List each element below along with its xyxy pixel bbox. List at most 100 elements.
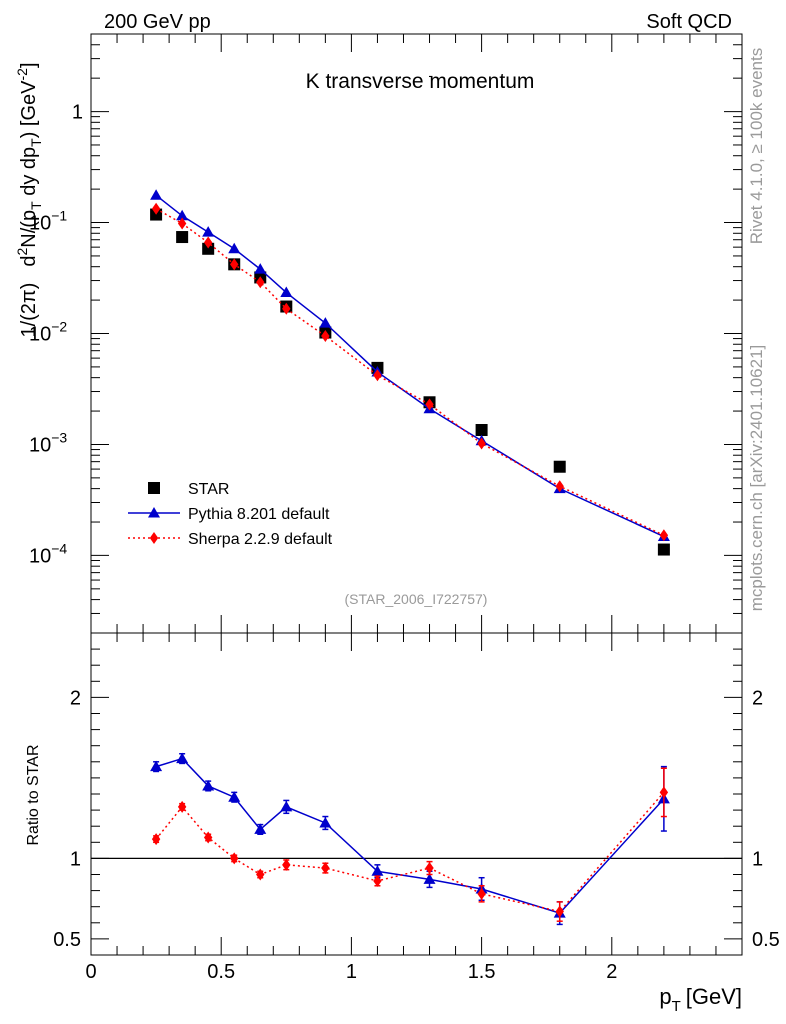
legend-marker-2 bbox=[149, 532, 159, 544]
ylabel-part-c-sub: T bbox=[28, 201, 44, 210]
ylabel-part-b-sup: 2 bbox=[14, 247, 30, 255]
main-y-tick-label-base: 10 bbox=[29, 324, 51, 346]
ratio-series-1-point bbox=[321, 862, 330, 875]
ratio-series-1-point bbox=[373, 874, 382, 887]
main-y-tick-label-exp: −1 bbox=[51, 208, 67, 224]
main-y-tick-label: 10−4 bbox=[29, 540, 67, 567]
main-series-2-point bbox=[177, 217, 187, 230]
ratio-y-tick-label-left: 2 bbox=[70, 687, 81, 709]
main-plot-title-sup: - bbox=[428, 67, 433, 83]
main-y-tick-label-exp: −2 bbox=[51, 319, 67, 335]
ratio-series-line-0 bbox=[155, 757, 665, 914]
ratio-y-tick-label-right: 0.5 bbox=[752, 929, 780, 951]
legend-label-1: Pythia 8.201 default bbox=[188, 506, 330, 523]
main-series-1-point bbox=[319, 317, 332, 328]
ratio-y-tick-label-right: 2 bbox=[752, 687, 763, 709]
ylabel-part-a: 1/(2π) bbox=[18, 283, 40, 338]
x-tick-label: 2 bbox=[606, 961, 617, 983]
legend-marker-1 bbox=[148, 507, 160, 518]
main-y-tick-label-base: 10 bbox=[29, 545, 51, 567]
x-axis-label-sub: T bbox=[672, 998, 681, 1015]
analysis-id-label: (STAR_2006_I722757) bbox=[345, 591, 488, 607]
main-series-2-point bbox=[282, 302, 291, 315]
ylabel-part-e: ) [GeV bbox=[18, 80, 40, 138]
main-series-1-point bbox=[150, 189, 163, 200]
legend-marker-0 bbox=[148, 482, 160, 494]
ratio-plot-frame bbox=[90, 632, 743, 956]
main-plot-title: K transverse momentum- bbox=[306, 67, 535, 93]
ratio-series-1-point bbox=[477, 887, 486, 900]
main-series-2-point bbox=[203, 236, 213, 249]
ratio-y-tick-label-left: 1 bbox=[70, 848, 81, 870]
main-y-tick-label: 1 bbox=[72, 102, 83, 124]
ratio-series-0-point bbox=[150, 760, 163, 772]
ratio-series-1-point bbox=[256, 868, 265, 881]
legend-label-0: STAR bbox=[188, 481, 229, 498]
ratio-axis-ticks: 0.5 0.51 12 20 0.5 1 1.5 2 bbox=[53, 632, 780, 983]
ylabel-part-e-sup: -2 bbox=[14, 68, 30, 81]
main-series-2-point bbox=[373, 369, 382, 382]
main-series-1-point bbox=[228, 242, 241, 254]
rivet-label: Rivet 4.1.0, ≥ 100k events bbox=[747, 48, 766, 244]
ylabel-part-f: ] bbox=[18, 62, 40, 68]
ratio-series-1-point bbox=[230, 852, 239, 865]
main-series-line-2 bbox=[155, 208, 665, 536]
main-y-axis-label: 1/(2π)d2N/(pT dy dpT) [GeV-2] bbox=[14, 62, 44, 337]
main-series-line-1 bbox=[155, 194, 665, 538]
main-series-0-point bbox=[553, 460, 566, 473]
ratio-series-0-point bbox=[371, 865, 384, 876]
main-series-2-point bbox=[151, 202, 161, 215]
main-series-0-point bbox=[657, 543, 670, 556]
x-tick-label: 0.5 bbox=[207, 961, 235, 983]
x-tick-label: 1 bbox=[346, 961, 357, 983]
ratio-series-0-point bbox=[176, 752, 189, 764]
ratio-series-1-point bbox=[425, 862, 434, 875]
main-y-tick-label-exp: −3 bbox=[51, 429, 67, 445]
x-axis-label-main: p bbox=[659, 984, 671, 1009]
main-y-tick-label-exp: −4 bbox=[51, 540, 67, 556]
ratio-series-0-point bbox=[280, 800, 293, 812]
ylabel-part-b: d bbox=[18, 255, 40, 266]
ratio-series-0-point bbox=[202, 779, 215, 791]
ratio-y-tick-label-right: 1 bbox=[752, 848, 763, 870]
ratio-series-1-point bbox=[151, 833, 161, 846]
ratio-y-tick-label-left: 0.5 bbox=[53, 929, 81, 951]
ylabel-part-d: dy dp bbox=[18, 147, 40, 201]
main-series-2-point bbox=[425, 398, 434, 411]
legend: STAR Pythia 8.201 default Sherpa 2.2.9 def… bbox=[128, 481, 333, 548]
main-series-2-point bbox=[230, 258, 239, 271]
mcplots-label: mcplots.cern.ch [arXiv:2401.10621] bbox=[747, 345, 766, 611]
ratio-series-line-1 bbox=[155, 791, 665, 913]
ylabel-part-d-sub: T bbox=[28, 138, 44, 147]
main-series-1-point bbox=[202, 226, 215, 237]
main-series-2-point bbox=[477, 437, 486, 450]
main-series-1-point bbox=[176, 209, 189, 221]
main-series-2-point bbox=[321, 329, 330, 342]
main-y-tick-label-base: 10 bbox=[29, 434, 51, 456]
main-series-2-point bbox=[659, 529, 669, 542]
main-y-tick-label: 10−1 bbox=[29, 208, 67, 235]
main-series-0-point bbox=[176, 231, 189, 244]
main-series-1-point bbox=[280, 286, 293, 298]
header-right-label: Soft QCD bbox=[646, 11, 732, 33]
main-series-0-point bbox=[475, 424, 488, 437]
ylabel-part-c: N/(p bbox=[18, 210, 40, 248]
ratio-plot-marks bbox=[150, 752, 670, 926]
ratio-series-1-point bbox=[203, 831, 213, 844]
ratio-series-1-point bbox=[659, 786, 669, 799]
main-plot-marks bbox=[150, 189, 670, 556]
x-tick-label: 0 bbox=[85, 961, 96, 983]
ratio-series-0-point bbox=[319, 816, 332, 828]
header-left-label: 200 GeV pp bbox=[104, 11, 211, 33]
main-series-1-point bbox=[254, 263, 267, 274]
x-tick-label: 1.5 bbox=[468, 961, 496, 983]
ratio-series-0-point bbox=[254, 823, 267, 834]
x-axis-label-unit: [GeV] bbox=[686, 984, 742, 1009]
main-series-2-point bbox=[256, 276, 265, 289]
ratio-series-1-point bbox=[282, 858, 291, 871]
x-axis-label: pT [GeV] bbox=[659, 984, 742, 1015]
main-y-tick-label: 10−3 bbox=[29, 429, 67, 456]
main-axis-ticks: 110−110−210−310−4 bbox=[29, 33, 743, 634]
ratio-series-0-point bbox=[423, 873, 436, 884]
